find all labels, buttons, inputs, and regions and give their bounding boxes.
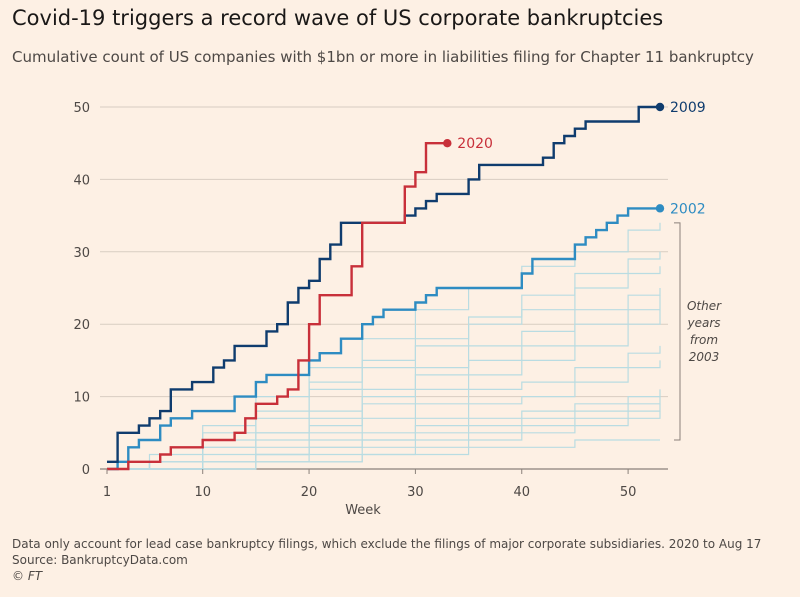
other-year-line xyxy=(107,251,661,470)
y-tick-label: 40 xyxy=(73,173,90,188)
bracket-label-line: from xyxy=(690,333,718,347)
x-tick-label: 20 xyxy=(301,485,318,500)
x-tick-label: 10 xyxy=(194,485,211,500)
other-year-line xyxy=(107,403,661,470)
bracket-line xyxy=(674,222,681,441)
x-axis-title: Week xyxy=(345,503,381,518)
bracket-label-line: 2003 xyxy=(689,350,720,364)
y-tick-label: 10 xyxy=(73,391,90,406)
footer-credit: © FT xyxy=(12,569,43,583)
chart-subtitle: Cumulative count of US companies with $1… xyxy=(12,48,754,66)
other-years-lines xyxy=(107,222,661,470)
bankruptcy-chart: 2002 2009 2020 0 10 20 30 40 50 1 10 20 30 40 50 Week… xyxy=(73,100,722,518)
series-line-2009 xyxy=(107,105,660,463)
series-end-marker-2002 xyxy=(655,204,665,213)
series-line-2002 xyxy=(107,207,660,471)
x-tick-label: 40 xyxy=(513,485,530,500)
series-line-2020 xyxy=(107,142,448,471)
x-tick-label: 30 xyxy=(407,485,424,500)
series-end-marker-2009 xyxy=(655,102,665,112)
x-tick-label: 50 xyxy=(620,485,637,500)
series-label-2002: 2002 xyxy=(670,201,706,217)
other-year-line xyxy=(107,389,661,470)
other-year-line xyxy=(107,439,660,470)
footer-source: Source: BankruptcyData.com xyxy=(12,553,188,567)
bracket-label-line: years xyxy=(686,316,720,330)
y-tick-label: 50 xyxy=(73,101,90,116)
footer: Data only account for lead case bankrupt… xyxy=(12,536,761,584)
series-label-2020: 2020 xyxy=(457,136,493,152)
y-tick-label: 20 xyxy=(73,318,90,333)
axis-ticks: 0 10 20 30 40 50 1 10 20 30 40 50 xyxy=(73,101,636,500)
chart-title: Covid-19 triggers a record wave of US co… xyxy=(12,6,664,30)
other-year-line xyxy=(107,345,661,470)
y-tick-label: 30 xyxy=(73,246,90,261)
series-label-2009: 2009 xyxy=(670,100,706,116)
other-year-line xyxy=(107,309,661,470)
other-years-bracket: Other years from 2003 xyxy=(674,222,722,441)
x-tick-label: 1 xyxy=(103,485,111,500)
other-year-line xyxy=(107,396,661,470)
series-end-marker-2020 xyxy=(443,139,452,148)
y-tick-label: 0 xyxy=(82,463,90,478)
highlight-series: 2002 2009 2020 xyxy=(107,100,706,471)
other-year-line xyxy=(107,360,661,470)
footer-note: Data only account for lead case bankrupt… xyxy=(12,537,762,551)
bracket-label-line: Other xyxy=(687,299,722,313)
